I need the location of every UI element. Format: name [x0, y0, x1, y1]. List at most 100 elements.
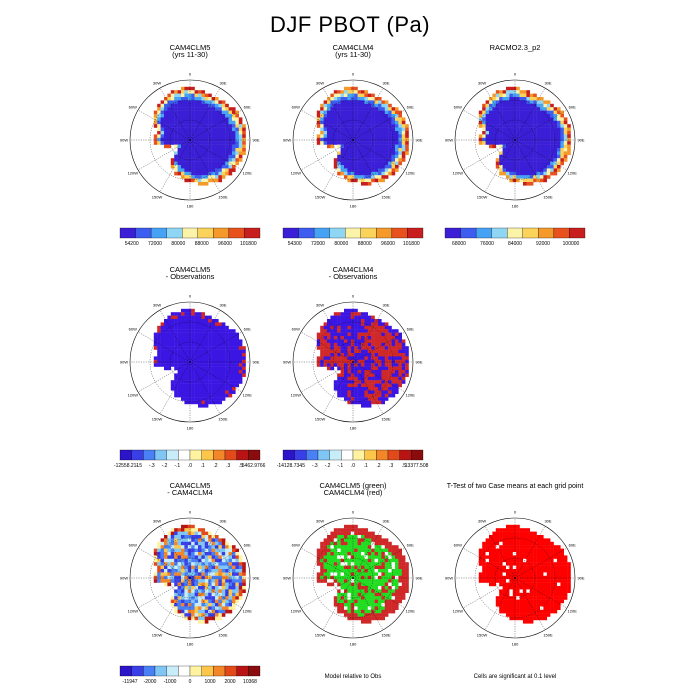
- map-cell: [550, 154, 554, 159]
- map-cell: [374, 165, 379, 169]
- map-cell: [361, 154, 365, 159]
- map-cell: [170, 342, 175, 347]
- map-cell: [235, 575, 239, 580]
- map-cell: [381, 366, 385, 371]
- colorbar-tick-label: .2: [376, 463, 380, 469]
- map-cell: [340, 376, 345, 381]
- map-cell: [550, 575, 554, 580]
- map-cell: [388, 572, 392, 576]
- map-cell: [512, 552, 517, 556]
- map-cell: [201, 353, 205, 357]
- map-cell: [184, 524, 188, 529]
- map-cell: [557, 114, 561, 118]
- map-cell: [550, 592, 554, 597]
- map-cell: [543, 137, 547, 142]
- map-cell: [177, 322, 182, 326]
- map-cell: [218, 329, 222, 333]
- map-cell: [499, 90, 503, 94]
- map-cell: [357, 380, 362, 384]
- map-cell: [512, 127, 517, 132]
- map-cell: [157, 548, 161, 553]
- map-cell: [174, 319, 178, 323]
- map-cell: [228, 141, 233, 145]
- map-cell: [543, 168, 547, 172]
- map-cell: [546, 586, 551, 590]
- map-cell: [388, 390, 392, 394]
- map-cell: [533, 144, 537, 149]
- map-cell: [320, 124, 324, 128]
- graticule: [130, 80, 250, 200]
- map-cell: [323, 538, 328, 542]
- map-cell: [516, 124, 520, 128]
- map-cell: [225, 596, 229, 600]
- map-cell: [361, 390, 365, 394]
- map-cell: [388, 359, 392, 364]
- map-cell: [502, 579, 507, 583]
- map-cell: [499, 131, 503, 135]
- map-cell: [191, 524, 195, 529]
- map-cell: [184, 353, 188, 357]
- map-cell: [489, 541, 493, 546]
- map-cell: [354, 120, 358, 125]
- map-cell: [519, 569, 524, 573]
- map-cell: [398, 599, 402, 604]
- map-cell: [519, 545, 524, 549]
- map-cell: [546, 134, 551, 138]
- map-cell: [225, 370, 229, 374]
- map-cell: [398, 353, 402, 357]
- map-cell: [495, 141, 500, 145]
- map-cell: [384, 154, 389, 159]
- map-cell: [502, 134, 507, 138]
- map-cell: [526, 161, 530, 166]
- map-cell: [320, 575, 324, 580]
- map-cell: [509, 154, 513, 159]
- longitude-label: 120W: [128, 393, 139, 398]
- map-cell: [371, 586, 375, 590]
- map-cell: [184, 103, 188, 108]
- map-cell: [485, 103, 490, 108]
- map-cell: [354, 400, 358, 405]
- map-cell: [516, 582, 520, 587]
- map-cell: [316, 562, 321, 566]
- map-cell: [221, 131, 226, 135]
- map-cell: [526, 528, 530, 532]
- map-cell: [211, 589, 216, 593]
- map-cell: [191, 545, 195, 549]
- map-cell: [187, 541, 192, 546]
- map-cell: [187, 154, 192, 159]
- map-cell: [374, 609, 379, 614]
- map-cell: [546, 103, 551, 108]
- map-cell: [378, 383, 382, 388]
- map-cell: [512, 131, 517, 135]
- map-cell: [181, 373, 185, 377]
- map-cell: [378, 356, 382, 360]
- map-cell: [170, 114, 175, 118]
- map-cell: [228, 589, 233, 593]
- map-cell: [398, 552, 402, 556]
- map-cell: [204, 596, 209, 600]
- map-cell: [361, 400, 365, 405]
- map-border: [292, 301, 414, 423]
- map-cell: [384, 387, 389, 391]
- map-cell: [361, 178, 365, 183]
- map-cell: [398, 141, 402, 145]
- map-cell: [350, 127, 355, 132]
- map-cell: [354, 332, 358, 337]
- longitude-label: 30E: [382, 302, 389, 307]
- map-cell: [519, 609, 524, 614]
- map-cell: [550, 579, 554, 583]
- map-cell: [391, 107, 396, 111]
- map-cell: [485, 545, 490, 549]
- map-cell: [523, 110, 527, 115]
- map-cell: [201, 387, 205, 391]
- map-cell: [320, 548, 324, 553]
- longitude-label: 0: [189, 72, 192, 77]
- map-cell: [238, 376, 243, 381]
- map-cell: [354, 151, 358, 155]
- map-cell: [208, 390, 212, 394]
- colorbar-swatch: [135, 227, 152, 239]
- map-cell: [201, 383, 205, 388]
- map-cell: [357, 178, 362, 183]
- map-cell: [560, 562, 564, 566]
- map-cell: [225, 565, 229, 570]
